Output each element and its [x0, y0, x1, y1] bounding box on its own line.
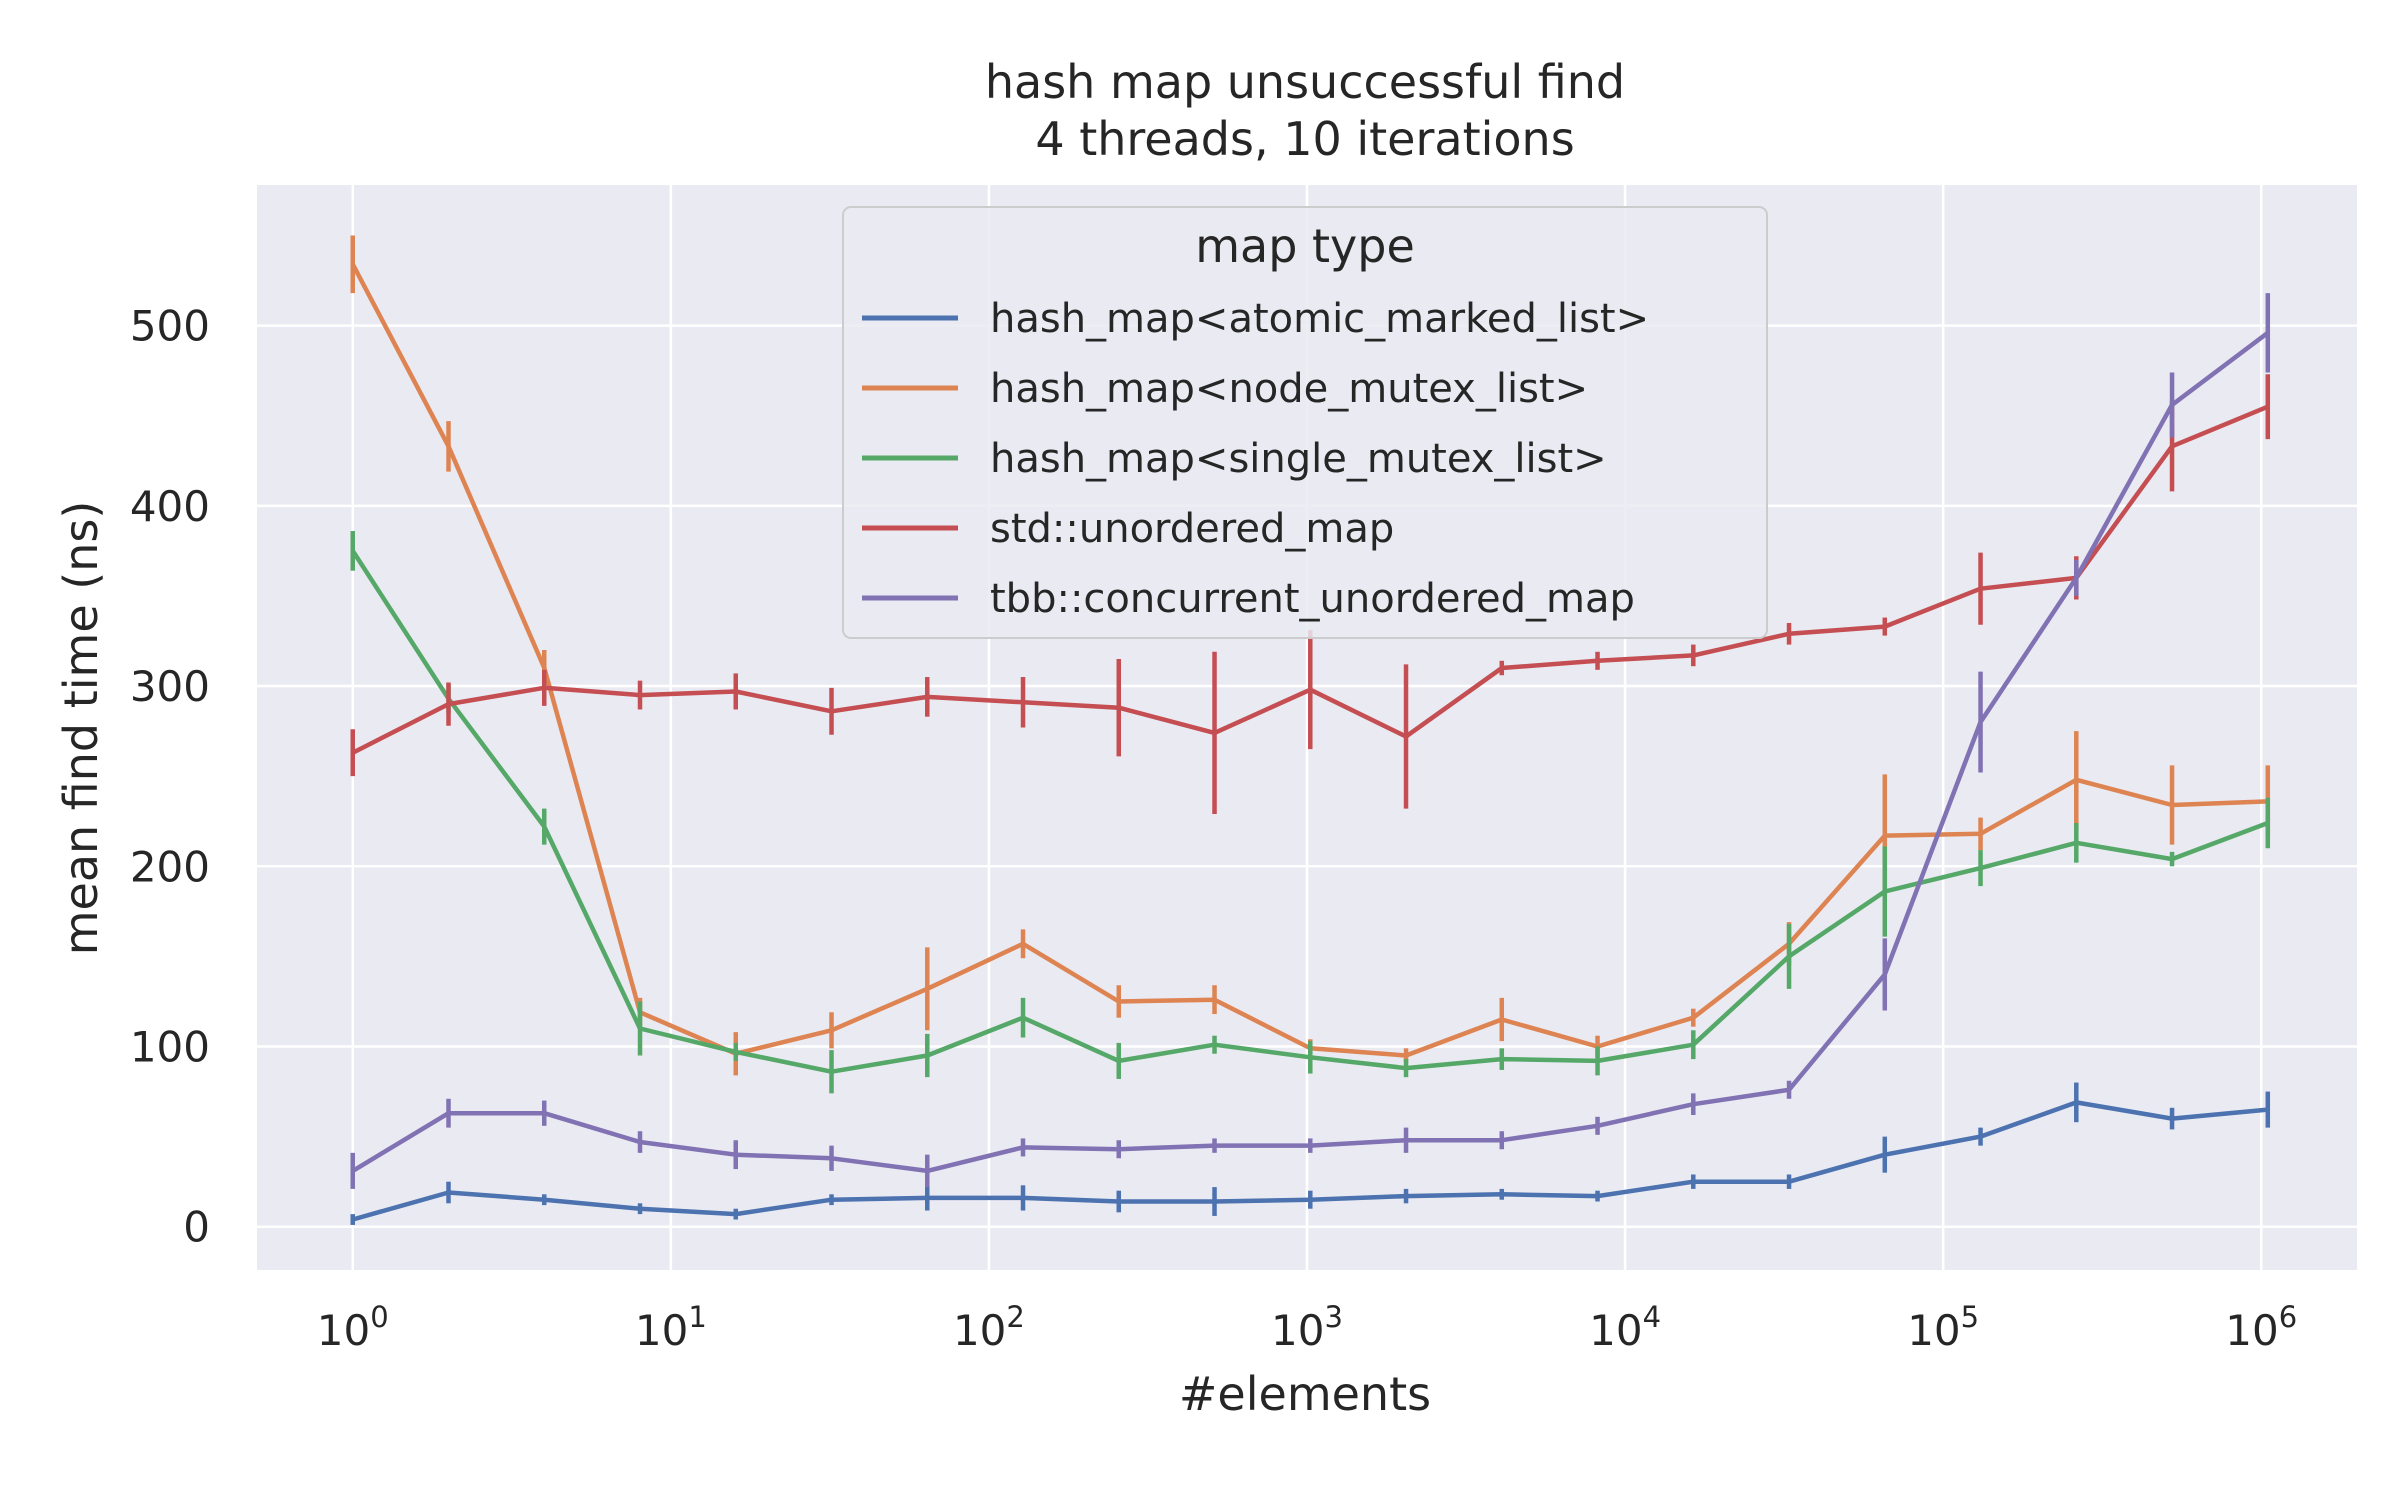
x-axis-label: #elements — [1179, 1367, 1431, 1421]
chart-title-line-2: 4 threads, 10 iterations — [1035, 112, 1574, 166]
y-tick-label: 500 — [130, 302, 210, 351]
x-axis: 100 101 102 103 104 105 106 — [317, 1300, 2297, 1355]
y-tick-label: 300 — [130, 662, 210, 711]
y-axis-label: mean find time (ns) — [54, 501, 108, 956]
y-tick-label: 200 — [130, 842, 210, 891]
y-tick-label: 400 — [130, 482, 210, 531]
y-tick-label: 100 — [130, 1023, 210, 1072]
x-tick-label: 101 — [635, 1300, 707, 1355]
legend-label: std::unordered_map — [990, 506, 1394, 552]
chart-title-line-1: hash map unsuccessful find — [985, 55, 1625, 109]
y-axis: 0 100 200 300 400 500 — [130, 302, 210, 1252]
legend-items: hash_map<atomic_marked_list> hash_map<nod… — [862, 296, 1649, 622]
legend-title: map type — [1195, 219, 1415, 273]
legend-label: tbb::concurrent_unordered_map — [990, 576, 1635, 622]
x-tick-label: 102 — [953, 1300, 1025, 1355]
legend-label: hash_map<node_mutex_list> — [990, 366, 1588, 412]
y-tick-label: 0 — [183, 1203, 210, 1252]
x-tick-label: 103 — [1271, 1300, 1343, 1355]
x-tick-label: 106 — [2225, 1300, 2297, 1355]
legend-box — [842, 206, 1768, 639]
series-4 — [350, 293, 2271, 1189]
legend: map type hash_map<atomic_marked_list>has… — [842, 206, 1768, 639]
series-3 — [350, 374, 2271, 815]
x-tick-label: 104 — [1589, 1300, 1661, 1355]
legend-label: hash_map<single_mutex_list> — [990, 436, 1607, 482]
x-tick-label: 105 — [1907, 1300, 1979, 1355]
series-layer — [350, 235, 2271, 1225]
legend-label: hash_map<atomic_marked_list> — [990, 296, 1649, 342]
series-0 — [350, 1082, 2271, 1225]
series-2 — [350, 531, 2271, 1094]
x-tick-label: 100 — [317, 1300, 389, 1355]
